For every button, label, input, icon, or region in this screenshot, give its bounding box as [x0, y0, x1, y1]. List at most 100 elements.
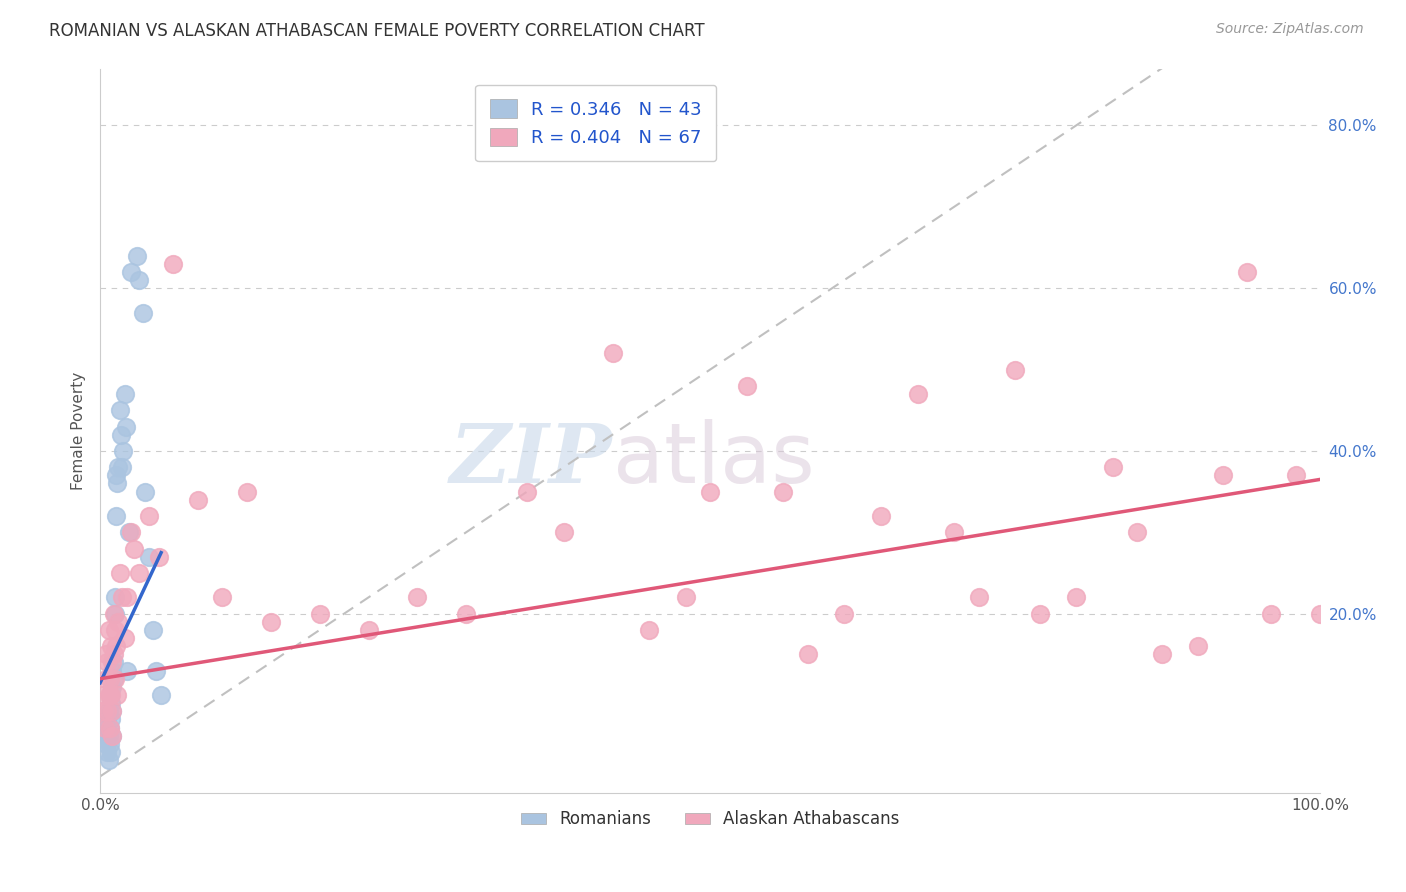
Point [96, 672, 118, 686]
Point [516, 484, 538, 499]
Point [128, 273, 150, 287]
Point [150, 688, 173, 702]
Point [772, 484, 794, 499]
Y-axis label: Female Poverty: Female Poverty [72, 371, 86, 490]
Point [1236, 265, 1258, 279]
Point [235, 484, 257, 499]
Point [138, 508, 160, 523]
Point [943, 525, 966, 540]
Point [1187, 639, 1209, 653]
Point [128, 566, 150, 580]
Text: ZIP: ZIP [450, 419, 613, 500]
Point [94, 729, 117, 743]
Point [96, 721, 118, 735]
Point [115, 591, 138, 605]
Point [1101, 460, 1123, 475]
Point [101, 656, 124, 670]
Text: ROMANIAN VS ALASKAN ATHABASCAN FEMALE POVERTY CORRELATION CHART: ROMANIAN VS ALASKAN ATHABASCAN FEMALE PO… [49, 22, 704, 40]
Point [162, 257, 184, 271]
Point [148, 549, 170, 564]
Point [96, 656, 118, 670]
Point [96, 704, 118, 718]
Point [108, 403, 131, 417]
Point [796, 648, 818, 662]
Point [187, 492, 209, 507]
Point [120, 265, 142, 279]
Point [114, 631, 136, 645]
Point [101, 680, 124, 694]
Point [112, 444, 135, 458]
Point [1309, 607, 1331, 621]
Point [96, 737, 118, 751]
Legend: Romanians, Alaskan Athabascans: Romanians, Alaskan Athabascans [515, 804, 905, 835]
Point [134, 484, 156, 499]
Point [699, 484, 721, 499]
Point [93, 688, 115, 702]
Point [98, 672, 121, 686]
Point [104, 672, 127, 686]
Point [103, 656, 125, 670]
Point [96, 713, 118, 727]
Point [132, 305, 155, 319]
Point [553, 525, 575, 540]
Point [98, 721, 121, 735]
Point [1285, 468, 1308, 483]
Point [104, 639, 127, 653]
Point [602, 346, 624, 360]
Point [138, 549, 160, 564]
Point [125, 249, 148, 263]
Point [104, 623, 127, 637]
Point [97, 729, 120, 743]
Point [1126, 525, 1149, 540]
Point [103, 607, 125, 621]
Point [107, 460, 129, 475]
Point [1260, 607, 1282, 621]
Point [142, 623, 165, 637]
Point [1211, 468, 1233, 483]
Point [110, 427, 132, 442]
Point [101, 704, 124, 718]
Point [870, 508, 893, 523]
Point [98, 721, 121, 735]
Point [1028, 607, 1050, 621]
Point [103, 648, 125, 662]
Point [96, 745, 118, 759]
Point [97, 753, 120, 767]
Point [1064, 591, 1087, 605]
Point [104, 468, 127, 483]
Point [94, 721, 117, 735]
Point [101, 729, 124, 743]
Point [101, 704, 124, 718]
Point [111, 591, 134, 605]
Text: atlas: atlas [613, 419, 814, 500]
Point [735, 379, 758, 393]
Point [406, 591, 429, 605]
Point [91, 704, 114, 718]
Point [114, 419, 136, 434]
Point [105, 688, 128, 702]
Point [103, 672, 125, 686]
Point [100, 639, 122, 653]
Point [967, 591, 990, 605]
Point [907, 387, 929, 401]
Point [100, 713, 122, 727]
Point [1150, 648, 1173, 662]
Point [97, 623, 120, 637]
Point [111, 460, 134, 475]
Point [101, 729, 124, 743]
Point [145, 664, 167, 678]
Point [118, 525, 141, 540]
Point [104, 508, 127, 523]
Point [104, 591, 127, 605]
Point [101, 664, 124, 678]
Point [675, 591, 697, 605]
Point [100, 745, 122, 759]
Point [96, 648, 118, 662]
Point [120, 525, 142, 540]
Text: Source: ZipAtlas.com: Source: ZipAtlas.com [1216, 22, 1364, 37]
Point [1004, 362, 1026, 376]
Point [108, 566, 131, 580]
Point [834, 607, 856, 621]
Point [115, 664, 138, 678]
Point [98, 737, 121, 751]
